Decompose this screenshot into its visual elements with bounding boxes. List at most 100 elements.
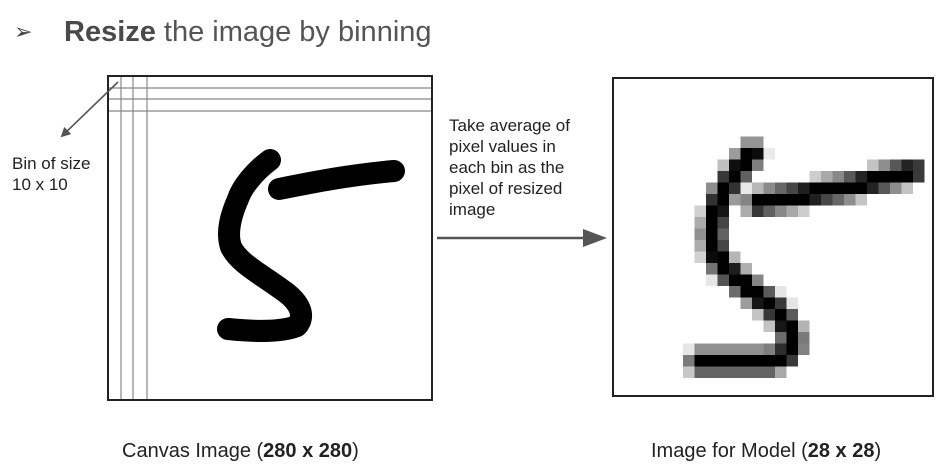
handwritten-digit-five [217,149,405,342]
digit-pixel [717,217,729,229]
digit-pixel [717,251,729,263]
digit-pixel [775,297,787,309]
digit-pixel [740,297,752,309]
digit-pixel [878,159,890,171]
digit-pixel [683,366,695,378]
digit-pixel [752,136,764,148]
digit-pixel [867,159,879,171]
digit-pixel [890,171,902,183]
digit-pixel [729,274,741,286]
digit-pixel [706,366,718,378]
digit-pixel [763,366,775,378]
digit-pixel [740,355,752,367]
digit-pixel [694,355,706,367]
explanation-line: pixel of resized [449,179,563,198]
digit-pixel [740,182,752,194]
digit-pixel [752,205,764,217]
arrowhead-bullet-icon: ➢ [14,19,33,45]
caption-text: Image for Model ( [651,440,808,462]
digit-pixel [763,205,775,217]
averaging-explanation: Take average of pixel values in each bin… [449,115,609,220]
digit-pixel [729,171,741,183]
digit-pixel [717,182,729,194]
digit-pixel [752,182,764,194]
digit-pixel [717,194,729,206]
caption-text: ) [874,440,882,462]
digit-pixel [694,240,706,252]
digit-pixel [706,263,718,275]
canvas-caption: Canvas Image (280 x 280) [122,440,359,463]
digit-pixel [740,148,752,160]
digit-pixel [763,286,775,298]
heading-keyword: Resize [64,15,156,48]
digit-pixel [878,182,890,194]
model-image-frame [612,77,934,397]
digit-pixel [763,320,775,332]
digit-pixel [798,205,810,217]
digit-pixel [683,355,695,367]
digit-pixel [694,366,706,378]
digit-pixel [763,297,775,309]
digit-pixel [729,263,741,275]
digit-pixel [890,182,902,194]
digit-pixel [763,343,775,355]
digit-pixel [740,194,752,206]
digit-pixel [798,343,810,355]
digit-pixel [775,194,787,206]
digit-pixel [786,332,798,344]
digit-pixel [752,297,764,309]
digit-pixel [890,159,902,171]
digit-pixel [717,228,729,240]
digit-pixel [706,205,718,217]
digit-pixel [844,194,856,206]
caption-size: 280 x 280 [263,440,353,462]
bin-label-line: Bin of size [12,154,91,173]
digit-pixel [752,286,764,298]
digit-pixel [706,194,718,206]
digit-pixel [729,194,741,206]
digit-pixel [855,171,867,183]
digit-pixel [740,274,752,286]
digit-pixel [786,182,798,194]
digit-pixel [729,343,741,355]
digit-pixel [775,343,787,355]
digit-pixel [763,148,775,160]
digit-pixel [717,240,729,252]
digit-pixel [763,355,775,367]
digit-pixel [855,194,867,206]
digit-pixel [740,171,752,183]
digit-pixel [706,240,718,252]
digit-pixel [786,355,798,367]
digit-pixel [798,320,810,332]
digit-pixel [683,343,695,355]
canvas-image-frame [107,75,433,401]
digit-pixel [775,320,787,332]
digit-pixel [786,320,798,332]
bin-grid-lines [109,77,431,399]
digit-pixel [763,182,775,194]
digit-pixel [786,297,798,309]
digit-pixel [717,263,729,275]
model-caption: Image for Model (28 x 28) [651,440,881,463]
digit-pixel [786,343,798,355]
digit-pixel [740,343,752,355]
caption-text: Canvas Image ( [122,440,264,462]
digit-pixel [729,182,741,194]
digit-pixel [821,194,833,206]
digit-pixel [740,159,752,171]
digit-pixel [832,194,844,206]
digit-pixel [798,182,810,194]
digit-pixel [694,217,706,229]
digit-pixel [752,366,764,378]
digit-pixel [763,194,775,206]
explanation-line: each bin as the [449,158,565,177]
caption-size: 28 x 28 [807,440,875,462]
digit-pixel [878,171,890,183]
explanation-line: pixel values in [449,137,556,156]
digit-pixel [786,194,798,206]
digit-pixel [717,366,729,378]
digit-pixel [694,251,706,263]
pixelated-digit [683,136,925,378]
digit-pixel [844,171,856,183]
digit-pixel [832,171,844,183]
